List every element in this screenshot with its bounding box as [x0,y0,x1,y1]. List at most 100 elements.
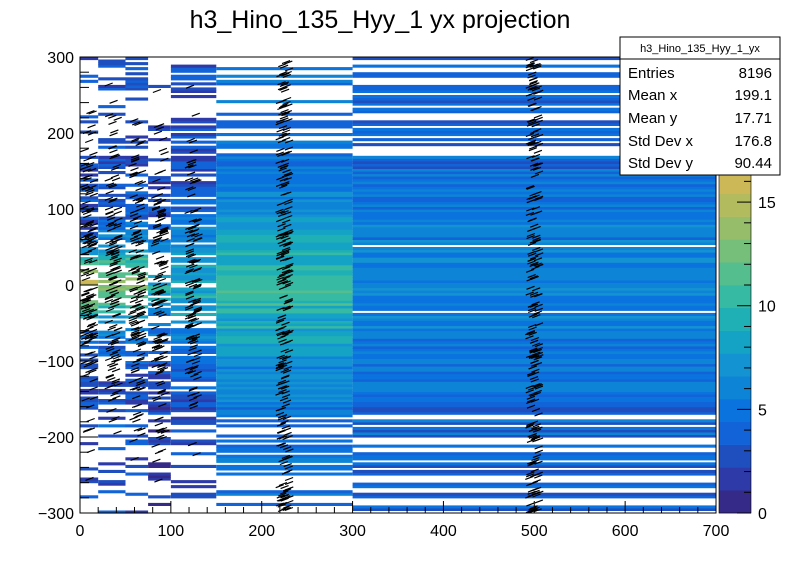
data-marker [530,130,539,135]
z-tick-label: 5 [758,402,767,419]
heatmap-cell [170,150,217,154]
data-marker [280,109,289,114]
heatmap-cell [352,482,716,486]
heatmap-cell [170,421,217,425]
data-marker [151,298,160,303]
data-marker [527,307,537,312]
data-marker [188,159,197,164]
heatmap-cell [216,285,353,289]
heatmap-cell [352,100,716,104]
heatmap-cell [148,328,171,332]
heatmap-cell [216,262,353,266]
data-marker [160,226,169,231]
data-marker [132,229,142,234]
data-marker [278,389,287,394]
data-marker [110,392,119,397]
data-marker [131,231,140,236]
data-marker [111,177,121,182]
data-marker [284,480,294,485]
data-marker [280,420,289,425]
data-marker [277,279,286,284]
data-marker [81,185,90,190]
heatmap-cell [170,191,217,195]
heatmap-cell [148,477,171,481]
data-marker [529,59,539,64]
heatmap-cell [80,183,99,187]
stats-box: h3_Hino_135_Hyy_1_yx Entries 8196 Mean x… [619,36,781,176]
data-marker [534,343,544,348]
heatmap-cell [170,292,217,296]
heatmap-cell [216,122,353,126]
heatmap-cell [216,419,353,423]
heatmap-cell [216,287,353,291]
data-marker [529,505,538,510]
palette-swatch [719,376,751,400]
heatmap-cell [148,437,171,441]
heatmap-cell [80,57,99,61]
data-marker [105,269,114,274]
heatmap-cell [98,510,126,514]
heatmap-cell [125,87,149,91]
data-marker [275,159,284,164]
data-marker [276,332,286,337]
data-marker [135,239,144,244]
data-marker [193,394,202,399]
heatmap-cell [216,186,353,190]
data-marker [157,429,166,434]
heatmap-cell [170,419,217,423]
heatmap-cell [352,452,716,456]
data-marker [532,428,542,433]
data-marker [112,267,121,272]
data-marker [279,280,289,285]
data-marker [113,116,122,121]
data-marker [136,276,146,281]
data-marker [532,314,541,319]
heatmap-cell [98,335,126,339]
heatmap-cell [80,302,99,306]
data-marker [131,137,140,142]
data-marker [88,110,97,115]
heatmap-cell [98,254,126,258]
heatmap-cell [148,472,171,476]
data-marker [185,186,194,191]
data-marker [185,248,195,253]
data-marker [129,225,139,230]
data-marker [534,303,543,308]
heatmap-cell [352,485,716,489]
data-marker [153,130,163,135]
heatmap-cell [148,297,171,301]
data-marker [279,294,288,299]
x-tick-label: 200 [248,523,275,540]
heatmap-cell [148,307,171,311]
heatmap-cell [352,419,716,423]
heatmap-cell [352,254,716,258]
data-marker [132,197,141,202]
y-tick-label: −100 [38,354,74,371]
data-marker [276,250,286,255]
data-marker [527,462,536,467]
data-marker [276,330,285,336]
data-marker [528,147,538,152]
heatmap-cell [216,393,353,397]
data-marker [275,391,284,396]
data-marker [275,364,285,369]
data-marker [525,268,535,273]
data-marker [130,167,139,172]
data-marker [86,323,96,328]
data-marker [534,263,544,268]
data-marker [136,266,145,271]
data-marker [530,378,540,383]
data-marker [83,214,92,219]
heatmap-cell [170,183,217,187]
data-marker [530,473,539,478]
heatmap-cell [216,181,353,185]
data-marker [527,252,537,257]
data-marker [105,334,114,339]
data-marker [131,362,140,368]
heatmap-cell [170,416,217,420]
data-marker [278,167,287,172]
data-marker [130,326,140,331]
data-marker [111,238,121,243]
heatmap-cell [352,325,716,329]
y-tick-label: −300 [38,506,74,523]
